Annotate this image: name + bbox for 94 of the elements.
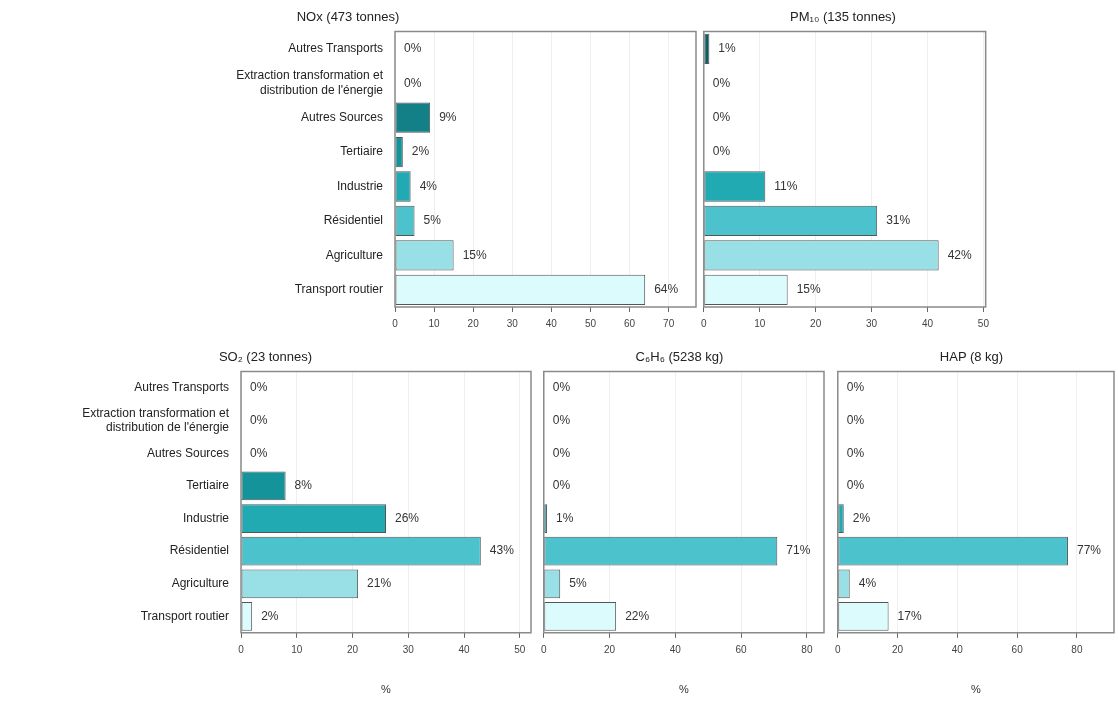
x-tick-label: 50 bbox=[584, 317, 597, 329]
x-tick-label: 0 bbox=[541, 643, 547, 655]
chart-title: HAP (8 kg) bbox=[939, 349, 1004, 365]
chart-title: PM₁₀ (135 tonnes) bbox=[790, 9, 896, 25]
x-axis-title: % bbox=[971, 683, 981, 696]
y-tick-label: Industrie bbox=[182, 510, 230, 525]
data-label: 0% bbox=[712, 109, 731, 124]
x-tick-label: 40 bbox=[951, 643, 964, 655]
y-tick-label: Autres Transports bbox=[134, 380, 229, 395]
data-label: 0% bbox=[404, 75, 422, 90]
data-label: 0% bbox=[250, 412, 268, 427]
data-label: 15% bbox=[462, 247, 487, 262]
x-tick-label: 10 bbox=[428, 317, 441, 329]
y-tick-label: Résidentiel bbox=[323, 213, 383, 228]
x-tick-label: 0 bbox=[835, 643, 841, 655]
data-label: 5% bbox=[423, 213, 442, 228]
y-tick-label: Extraction transformation et distribution de l'énergie bbox=[236, 68, 384, 97]
y-tick-label: Industrie bbox=[336, 178, 384, 193]
data-label: 4% bbox=[858, 576, 877, 591]
data-label: 2% bbox=[261, 608, 279, 623]
data-label: 64% bbox=[654, 282, 679, 297]
y-tick-label: Agriculture bbox=[171, 576, 230, 591]
y-tick-label: Tertiaire bbox=[186, 478, 230, 493]
x-axis-title: % bbox=[381, 683, 392, 696]
data-label: 4% bbox=[419, 178, 438, 193]
data-label: 11% bbox=[774, 178, 798, 193]
x-tick-label: 20 bbox=[892, 643, 904, 655]
y-tick-label: Résidentiel bbox=[169, 543, 229, 558]
x-tick-label: 40 bbox=[545, 317, 558, 329]
data-label: 9% bbox=[439, 109, 457, 124]
data-label: 26% bbox=[395, 510, 420, 525]
x-tick-label: 60 bbox=[735, 643, 748, 655]
y-tick-label: Autres Sources bbox=[300, 109, 383, 124]
x-tick-label: 0 bbox=[238, 643, 245, 655]
x-tick-label: 80 bbox=[1071, 643, 1083, 655]
data-label: 1% bbox=[556, 510, 574, 525]
y-tick-label: Transport routier bbox=[140, 608, 229, 623]
x-tick-label: 30 bbox=[866, 317, 878, 329]
x-tick-label: 40 bbox=[669, 643, 682, 655]
x-tick-label: 10 bbox=[754, 317, 766, 329]
data-label: 0% bbox=[404, 41, 422, 56]
data-label: 31% bbox=[886, 213, 911, 228]
data-label: 0% bbox=[552, 445, 571, 460]
y-tick-label: Autres Sources bbox=[146, 445, 229, 460]
data-label: 0% bbox=[250, 445, 268, 460]
x-tick-label: 40 bbox=[921, 317, 934, 329]
data-label: 17% bbox=[897, 608, 922, 623]
data-label: 0% bbox=[250, 380, 268, 395]
data-label: 22% bbox=[625, 608, 650, 623]
data-label: 15% bbox=[796, 282, 822, 297]
x-tick-label: 50 bbox=[514, 643, 526, 655]
y-tick-label: Autres Transports bbox=[288, 41, 383, 56]
data-label: 71% bbox=[786, 543, 811, 558]
data-label: 0% bbox=[552, 412, 571, 427]
x-tick-label: 70 bbox=[663, 317, 675, 329]
y-tick-label: Agriculture bbox=[325, 247, 384, 262]
chart-title: NOx (473 tonnes) bbox=[296, 9, 400, 25]
data-label: 5% bbox=[569, 576, 587, 591]
data-label: 0% bbox=[846, 445, 865, 460]
data-label: 42% bbox=[947, 247, 973, 262]
x-tick-label: 40 bbox=[458, 643, 471, 655]
data-label: 2% bbox=[852, 510, 871, 525]
data-label: 0% bbox=[846, 478, 865, 493]
data-label: 77% bbox=[1076, 543, 1102, 558]
data-label: 43% bbox=[489, 543, 515, 558]
chart-title: SO₂ (23 tonnes) bbox=[218, 349, 313, 365]
y-tick-label: Extraction transformation et distribution de l'énergie bbox=[82, 405, 230, 435]
x-tick-label: 20 bbox=[810, 317, 822, 329]
x-tick-label: 20 bbox=[467, 317, 480, 329]
x-axis-title: % bbox=[679, 683, 689, 696]
x-tick-label: 0 bbox=[701, 317, 707, 329]
data-label: 1% bbox=[718, 41, 737, 56]
x-tick-label: 20 bbox=[604, 643, 616, 655]
x-tick-label: 30 bbox=[402, 643, 415, 655]
data-label: 0% bbox=[846, 412, 865, 427]
data-label: 2% bbox=[411, 144, 430, 159]
data-label: 0% bbox=[552, 380, 571, 395]
x-tick-label: 50 bbox=[977, 317, 990, 329]
y-tick-label: Tertiaire bbox=[340, 144, 384, 159]
data-label: 0% bbox=[552, 478, 571, 493]
data-label: 0% bbox=[712, 75, 731, 90]
chart-title: C₆H₆ (5238 kg) bbox=[635, 349, 724, 365]
x-tick-label: 60 bbox=[623, 317, 636, 329]
x-tick-label: 80 bbox=[801, 643, 813, 655]
x-tick-label: 60 bbox=[1011, 643, 1024, 655]
x-tick-label: 20 bbox=[346, 643, 359, 655]
x-tick-label: 30 bbox=[506, 317, 519, 329]
y-tick-label: Transport routier bbox=[294, 282, 383, 297]
x-tick-label: 0 bbox=[392, 317, 399, 329]
x-tick-label: 10 bbox=[291, 643, 303, 655]
data-label: 21% bbox=[367, 576, 392, 591]
data-label: 0% bbox=[846, 380, 865, 395]
data-label: 8% bbox=[294, 478, 313, 493]
data-label: 0% bbox=[712, 144, 731, 159]
